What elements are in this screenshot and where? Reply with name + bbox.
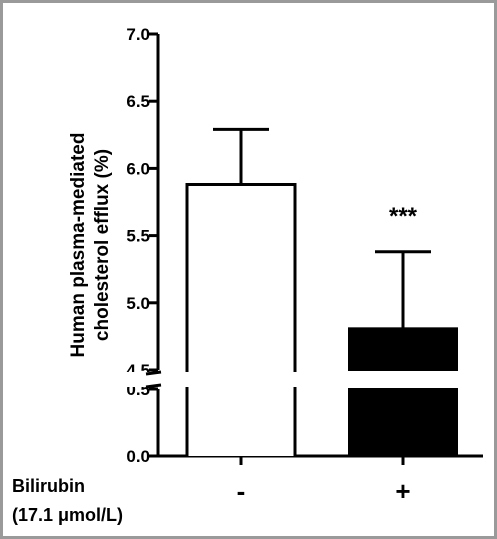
y-axis-title-line1: Human plasma-mediated (68, 133, 89, 358)
x-category-label: + (395, 476, 410, 506)
axis-break-mark-lower (145, 383, 162, 389)
axis-break-gap (120, 372, 300, 387)
bar-plus-upper (348, 327, 458, 371)
y-tick-label: 5.0 (126, 294, 150, 313)
y-axis-title-line2: cholesterol efflux (%) (92, 149, 113, 341)
y-tick-label: 7.0 (126, 25, 150, 44)
significance-label: *** (389, 203, 418, 230)
y-tick-label: 6.0 (126, 159, 150, 178)
x-axis-label-line1: Bilirubin (12, 476, 85, 496)
x-category-label: - (237, 476, 246, 506)
y-tick-label: 0.0 (126, 447, 150, 466)
y-tick-label: 6.5 (126, 92, 150, 111)
bar-plus-lower (348, 388, 458, 457)
y-tick-label: 5.5 (126, 227, 150, 246)
axis-break-mark-upper (145, 370, 162, 376)
bar-minus (185, 183, 297, 456)
x-axis-label-line2: (17.1 μmol/L) (12, 505, 123, 525)
